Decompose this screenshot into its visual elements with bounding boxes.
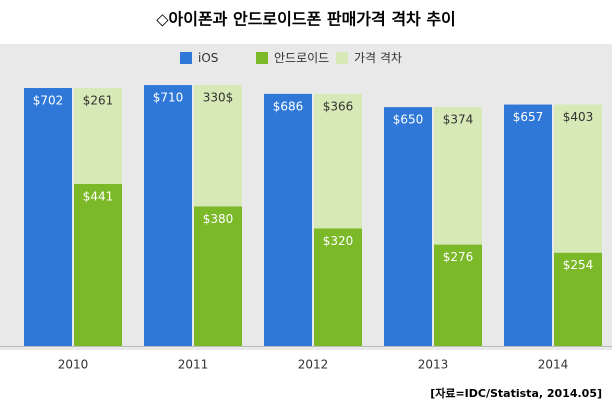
bar [74,88,122,184]
bar [384,107,432,346]
value-label: $710 [153,91,184,105]
bar [314,93,362,229]
value-label: $403 [563,110,594,124]
legend-label: iOS [198,51,218,65]
x-tick-label: 2014 [538,358,569,372]
value-label: $320 [323,234,354,248]
value-label: $441 [83,189,114,203]
bar [24,88,72,346]
bar [314,228,362,346]
bar [504,104,552,347]
x-tick-label: 2012 [298,358,329,372]
bar [434,107,482,245]
value-label: $276 [443,250,474,264]
value-label: $380 [203,212,234,226]
bar [554,252,602,346]
legend-swatch [256,52,268,64]
value-label: $657 [513,110,544,124]
bar [264,93,312,347]
x-tick-label: 2010 [58,358,89,372]
value-label: $374 [443,113,474,127]
chart-title: ◇아이폰과 안드로이드폰 판매가격 격차 추이 [156,10,456,29]
legend-swatch [336,52,348,64]
x-tick-label: 2011 [178,358,209,372]
value-label: $254 [563,258,594,272]
bar [194,85,242,207]
legend-label: 가격 격차 [354,51,402,65]
legend-swatch [180,52,192,64]
source-note: [자료=IDC/Statista, 2014.05] [430,386,602,400]
bar [194,206,242,346]
value-label: $686 [273,99,304,113]
bar [144,85,192,346]
value-label: $650 [393,113,424,127]
legend-label: 안드로이드 [274,51,329,65]
value-label: $366 [323,99,354,113]
value-label: $261 [83,94,114,108]
bar [554,104,602,253]
value-label: 330$ [203,91,234,105]
bar [74,183,122,346]
value-label: $702 [33,94,64,108]
x-tick-label: 2013 [418,358,449,372]
bar [434,244,482,346]
